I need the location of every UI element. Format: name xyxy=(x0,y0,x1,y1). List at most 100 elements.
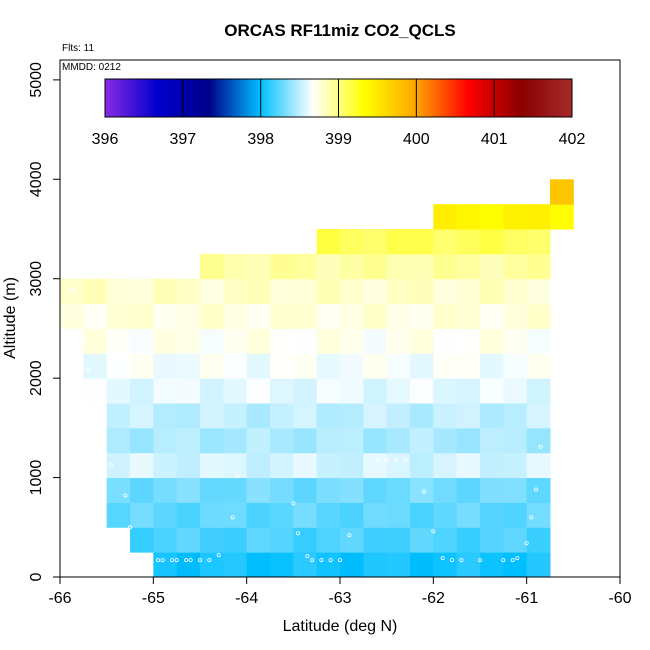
heatmap-cell xyxy=(293,552,318,578)
heatmap-cell xyxy=(386,403,411,429)
heatmap-cell xyxy=(433,452,458,479)
heatmap-cell xyxy=(223,278,248,305)
heatmap-cell xyxy=(200,552,224,578)
heatmap-cell xyxy=(200,328,224,354)
heatmap-cell xyxy=(130,328,154,354)
heatmap-cell xyxy=(503,303,528,329)
heatmap-cell xyxy=(293,427,318,454)
heatmap-cell xyxy=(153,527,178,553)
y-tick-label: 0 xyxy=(28,572,45,581)
heatmap-cell xyxy=(153,328,178,354)
heatmap-cell xyxy=(526,452,551,479)
flight-point xyxy=(431,529,436,534)
heatmap-cell xyxy=(433,229,458,255)
heatmap-cell xyxy=(106,328,131,354)
heatmap-cell xyxy=(526,253,551,280)
heatmap-cell xyxy=(503,353,528,379)
heatmap-cell xyxy=(316,427,341,454)
y-tick-label: 5000 xyxy=(28,62,45,98)
heatmap-cell xyxy=(223,527,248,553)
heatmap-cell xyxy=(316,527,341,553)
heatmap-cell xyxy=(433,353,458,379)
heatmap-cell xyxy=(526,427,551,454)
flight-point xyxy=(384,457,389,462)
heatmap-cell xyxy=(363,328,388,354)
chart-title: ORCAS RF11miz CO2_QCLS xyxy=(224,21,455,40)
heatmap-cell xyxy=(456,253,481,280)
mmdd-annotation: MMDD: 0212 xyxy=(62,62,121,73)
heatmap-cell xyxy=(270,328,294,354)
heatmap-cell xyxy=(293,278,318,305)
heatmap-cell xyxy=(316,403,341,429)
heatmap-cell xyxy=(153,403,178,429)
heatmap-cell xyxy=(60,278,84,305)
heatmap-cell xyxy=(410,303,434,329)
heatmap-cell xyxy=(176,378,201,404)
flight-point xyxy=(160,558,165,563)
heatmap-cell xyxy=(433,378,458,404)
heatmap-cell xyxy=(83,378,108,404)
flight-point xyxy=(174,558,179,563)
x-axis: -66 -65 -64 -63 -62 -61 -60 xyxy=(48,577,632,607)
heatmap-cell xyxy=(316,229,341,255)
heatmap-cell xyxy=(270,552,294,578)
heatmap-cell xyxy=(363,353,388,379)
heatmap-cell xyxy=(106,452,131,479)
heatmap-cell xyxy=(503,452,528,479)
heatmap-cell xyxy=(176,303,201,329)
flight-point xyxy=(291,501,296,506)
heatmap-cell xyxy=(363,278,388,305)
flight-point xyxy=(295,531,300,536)
heatmap-cell xyxy=(130,278,154,305)
heatmap-cell xyxy=(200,353,224,379)
colorbar-tick-label: 399 xyxy=(325,131,352,148)
heatmap-cell xyxy=(153,353,178,379)
heatmap-cell xyxy=(200,452,224,479)
heatmap-cell xyxy=(456,353,481,379)
heatmap-cell xyxy=(480,303,504,329)
heatmap-cell xyxy=(503,204,528,230)
heatmap-cell xyxy=(200,253,224,280)
heatmap-cell xyxy=(363,427,388,454)
heatmap-cell xyxy=(410,452,434,479)
heatmap-cell xyxy=(106,403,131,429)
heatmap-cell xyxy=(316,502,341,528)
heatmap-cell xyxy=(410,328,434,354)
heatmap-cell xyxy=(433,303,458,329)
heatmap-cell xyxy=(386,253,411,280)
heatmap-cells xyxy=(60,179,574,578)
heatmap-cell xyxy=(270,303,294,329)
heatmap-cell xyxy=(106,278,131,305)
y-axis: 0 1000 2000 3000 4000 5000 xyxy=(28,62,60,581)
heatmap-cell xyxy=(130,303,154,329)
heatmap-cell xyxy=(153,278,178,305)
flight-point xyxy=(207,558,212,563)
heatmap-cell xyxy=(503,278,528,305)
heatmap-cell xyxy=(550,204,574,230)
flight-point xyxy=(109,462,114,467)
heatmap-cell xyxy=(106,502,131,528)
flights-annotation: Flts: 11 xyxy=(62,43,94,54)
heatmap-cell xyxy=(246,328,271,354)
heatmap-cell xyxy=(270,403,294,429)
heatmap-cell xyxy=(503,229,528,255)
heatmap-cell xyxy=(246,427,271,454)
flight-point xyxy=(529,515,534,520)
heatmap-cell xyxy=(410,278,434,305)
heatmap-cell xyxy=(153,452,178,479)
flight-point xyxy=(123,493,128,498)
heatmap-cell xyxy=(316,378,341,404)
heatmap-cell xyxy=(153,502,178,528)
heatmap-cell xyxy=(433,527,458,553)
flight-point xyxy=(319,558,324,563)
heatmap-cell xyxy=(246,527,271,553)
heatmap-cell xyxy=(106,427,131,454)
heatmap-cell xyxy=(386,502,411,528)
heatmap-cell xyxy=(480,403,504,429)
heatmap-cell xyxy=(223,552,248,578)
heatmap-cell xyxy=(153,552,178,578)
flight-point xyxy=(67,288,72,293)
heatmap-cell xyxy=(410,229,434,255)
heatmap-cell xyxy=(503,527,528,553)
